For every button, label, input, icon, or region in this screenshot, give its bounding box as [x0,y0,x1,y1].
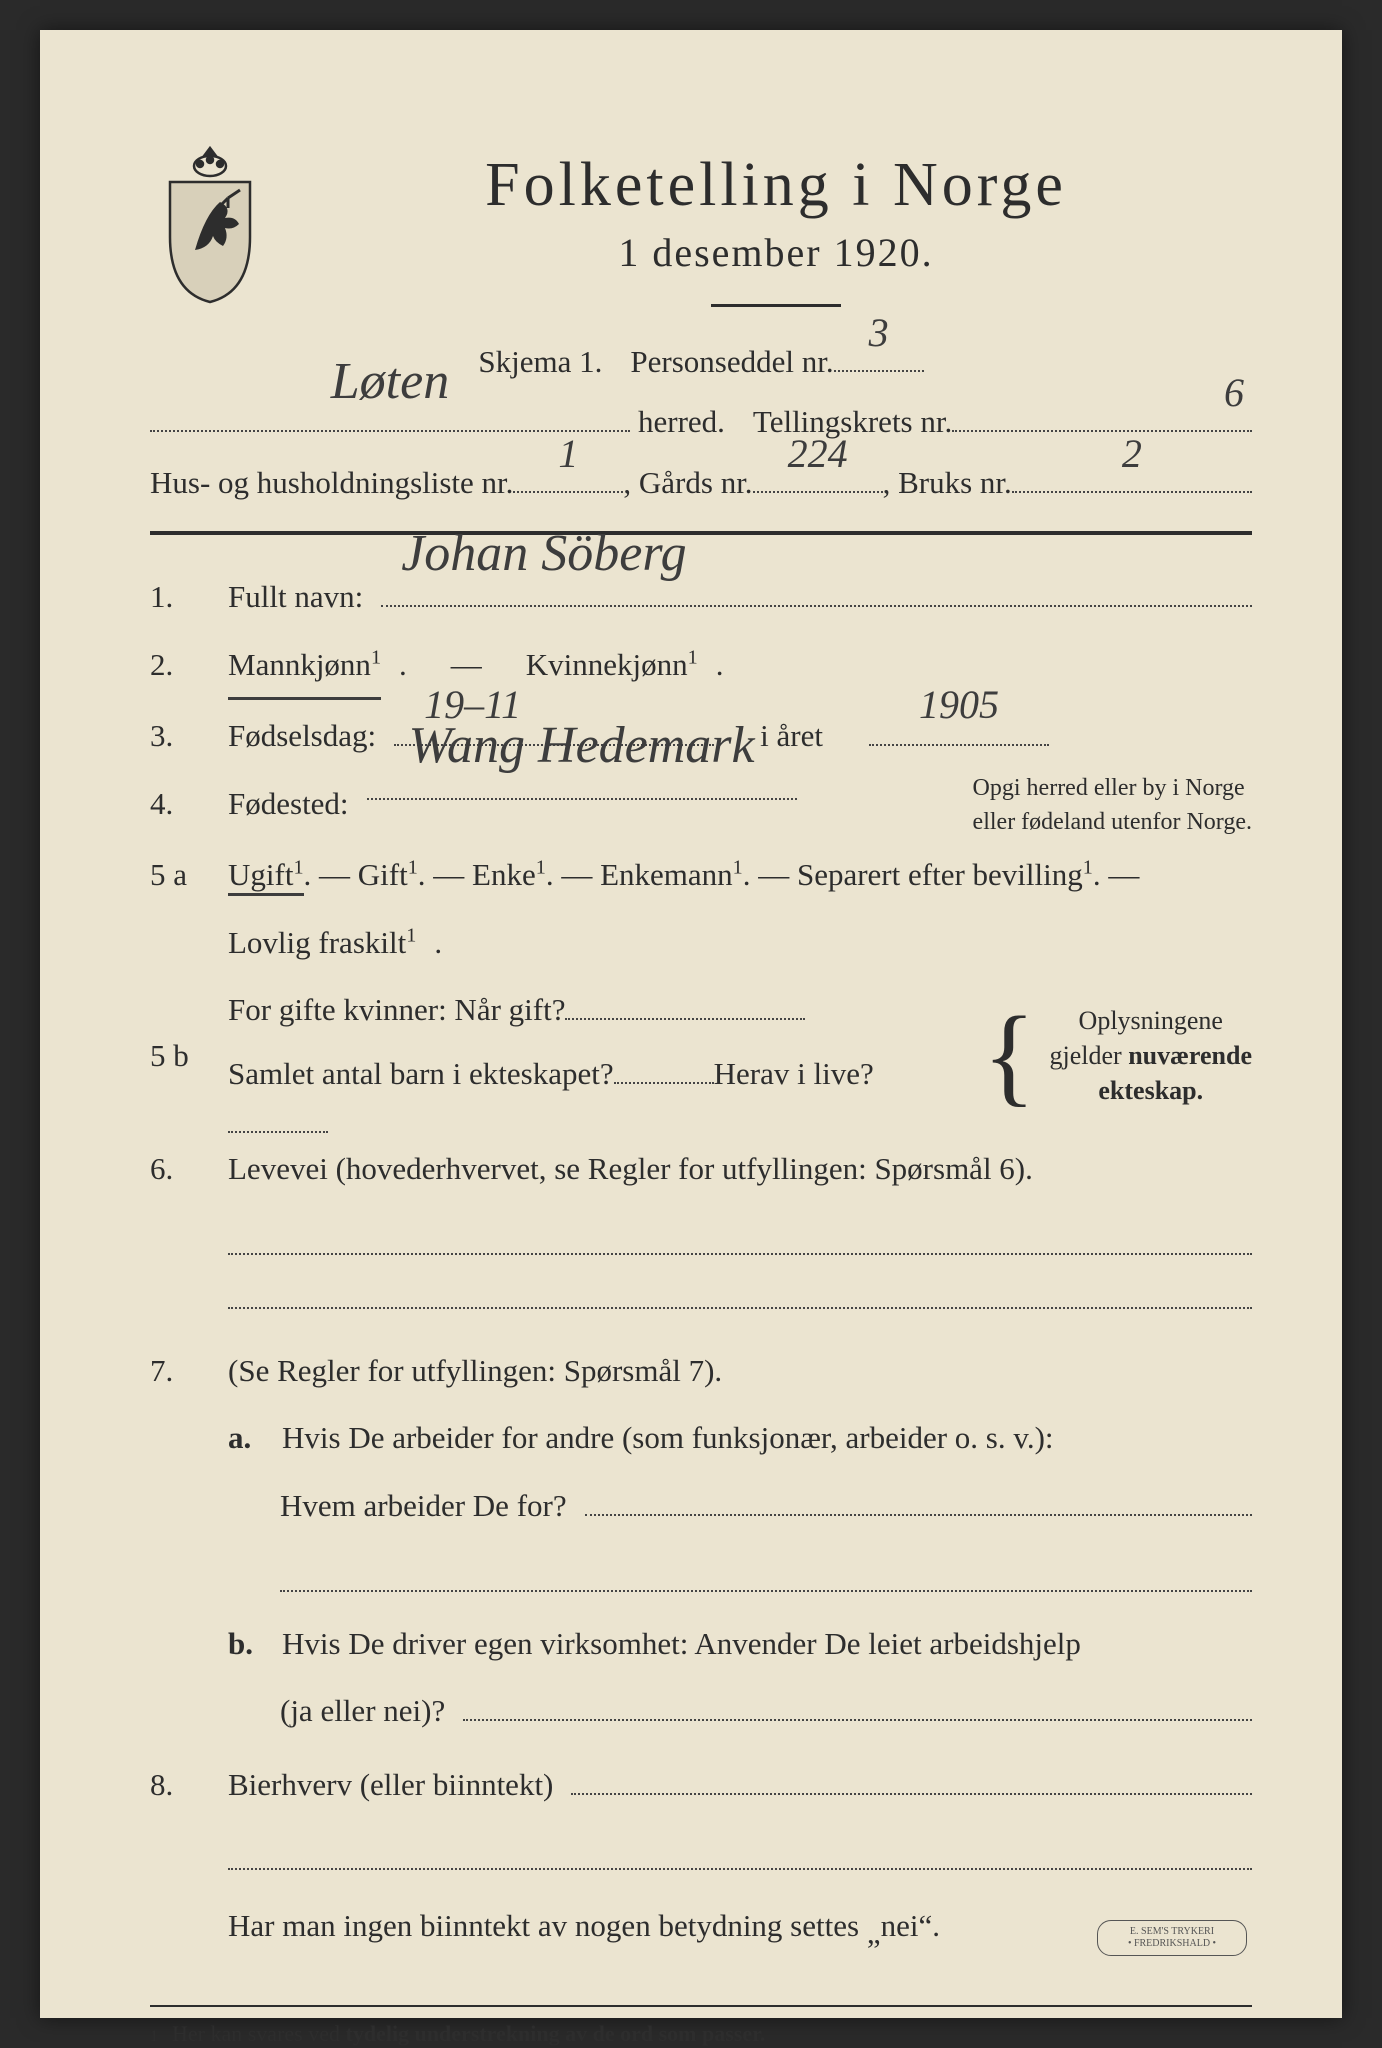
q4-value: Wang Hedemark [367,693,797,800]
q1-label: Fullt navn: [228,565,363,629]
q5a-num: 5 a [150,843,210,907]
q5b-live-field[interactable] [228,1105,328,1133]
footnote-marker: 1 [150,2028,158,2046]
q4-field[interactable]: Wang Hedemark [367,772,797,800]
q3-label: Fødselsdag: [228,704,376,768]
gards-value: 224 [753,415,883,493]
title-block: Folketelling i Norge 1 desember 1920. [300,140,1252,307]
coat-of-arms-icon [150,140,270,305]
q5a-enke[interactable]: Enke1 [472,857,546,892]
q4-note: Opgi herred eller by i Norge eller fødel… [973,772,1252,839]
q3-year-value: 1905 [869,664,1049,746]
q8-field-2[interactable] [228,1842,1252,1870]
q5b-l1: For gifte kvinner: Når gift? [228,978,565,1042]
q5b-l2a: Samlet antal barn i ekteskapet? [228,1042,614,1106]
hus-field[interactable]: 1 [513,465,623,493]
q7-num: 7. [150,1339,210,1403]
printer-mark: E. SEM'S TRYKERI • FREDRIKSHALD • [1097,1920,1247,1956]
q7b-l1: Hvis De driver egen virksomhet: Anvender… [282,1612,1252,1676]
q5a-fraskilt[interactable]: Lovlig fraskilt1 [228,911,416,975]
footer-rule [150,2005,1252,2007]
q5a-enkemann[interactable]: Enkemann1 [600,857,743,892]
q7a-label: a. [228,1406,264,1470]
q1-value: Johan Söberg [381,501,1252,608]
personseddel-value: 3 [834,294,924,372]
q2-mann[interactable]: Mannkjønn1 [228,633,381,701]
q7-intro: (Se Regler for utfyllingen: Spørsmål 7). [228,1339,722,1403]
q7a-l2row: Hvem arbeider De for? [280,1474,1252,1538]
hus-value: 1 [513,415,623,493]
q6-field-2[interactable] [228,1281,1252,1309]
q5a-gift[interactable]: Gift1 [358,857,418,892]
q8-num: 8. [150,1753,210,1817]
q6-text: Levevei (hovederhvervet, se Regler for u… [228,1137,1252,1201]
main-title: Folketelling i Norge [300,150,1252,221]
bruks-field[interactable]: 2 [1012,465,1252,493]
q5a-separert[interactable]: Separert efter bevilling1 [797,857,1093,892]
meta-block: Skjema 1. Personseddel nr. 3 Løten herre… [150,332,1252,513]
q8-field-1[interactable] [571,1767,1252,1795]
q7b-label: b. [228,1612,264,1676]
q7a-field-1[interactable] [585,1488,1252,1516]
q5a-ugift[interactable]: Ugift1 [228,857,304,896]
q5b-note: { Oplysningene gjelder nuværende ekteska… [983,1003,1252,1108]
q4: 4. Fødested: Wang Hedemark Opgi herred e… [150,772,1252,839]
q3-year-field[interactable]: 1905 [869,718,1049,746]
q7b-l2row: (ja eller nei)? [280,1679,1252,1743]
q1: 1. Fullt navn: Johan Söberg [150,565,1252,629]
bracket-icon: { [983,1017,1036,1094]
q5a-line2: Lovlig fraskilt1. [150,911,1252,975]
personseddel-label: Personseddel nr. [630,332,833,392]
q7a-field-2[interactable] [280,1564,1252,1592]
q7a: a. Hvis De arbeider for andre (som funks… [228,1406,1252,1470]
q6-field-1[interactable] [228,1227,1252,1255]
census-form-page: Folketelling i Norge 1 desember 1920. Sk… [40,30,1342,2018]
q5b-body: For gifte kvinner: Når gift? Samlet anta… [228,978,965,1133]
q7b-l2: (ja eller nei)? [280,1679,445,1743]
q1-num: 1. [150,565,210,629]
footnote-text: Her kan svares ved tydelig understreknin… [172,2021,765,2047]
gards-field[interactable]: 224 [753,465,883,493]
q7: 7. (Se Regler for utfyllingen: Spørsmål … [150,1339,1252,1403]
herred-label: herred. [638,392,725,452]
q4-label: Fødested: [228,772,349,836]
q7b: b. Hvis De driver egen virksomhet: Anven… [228,1612,1252,1676]
closing-text: Har man ingen biinntekt av nogen betydni… [228,1894,940,1965]
q5a-body: Ugift1. — Gift1. — Enke1. — Enkemann1. —… [228,843,1252,907]
q5b-num: 5 b [150,1024,210,1088]
header: Folketelling i Norge 1 desember 1920. [150,140,1252,307]
q8: 8. Bierhverv (eller biinntekt) [150,1753,1252,1817]
q7a-l2: Hvem arbeider De for? [280,1474,567,1538]
q2-num: 2. [150,633,210,697]
q6: 6. Levevei (hovederhvervet, se Regler fo… [150,1137,1252,1201]
q5b-gift-field[interactable] [565,992,805,1020]
bruks-value: 2 [1012,415,1252,493]
q4-num: 4. [150,772,210,836]
q7b-field[interactable] [463,1693,1252,1721]
q7a-l1: Hvis De arbeider for andre (som funksjon… [282,1406,1252,1470]
q6-num: 6. [150,1137,210,1201]
title-rule [711,304,841,307]
q5a: 5 a Ugift1. — Gift1. — Enke1. — Enkemann… [150,843,1252,907]
q5b: 5 b For gifte kvinner: Når gift? Samlet … [150,978,1252,1133]
q5b-l2b: Herav i live? [714,1042,874,1106]
personseddel-field[interactable]: 3 [834,344,924,372]
q5b-barn-field[interactable] [614,1056,714,1084]
footnote: 1 Her kan svares ved tydelig understrekn… [150,2021,1252,2047]
q1-field[interactable]: Johan Söberg [381,579,1252,607]
question-list: 1. Fullt navn: Johan Söberg 2. Mannkjønn… [150,565,1252,1965]
subtitle: 1 desember 1920. [300,229,1252,276]
q8-label: Bierhverv (eller biinntekt) [228,1753,553,1817]
q3-num: 3. [150,704,210,768]
